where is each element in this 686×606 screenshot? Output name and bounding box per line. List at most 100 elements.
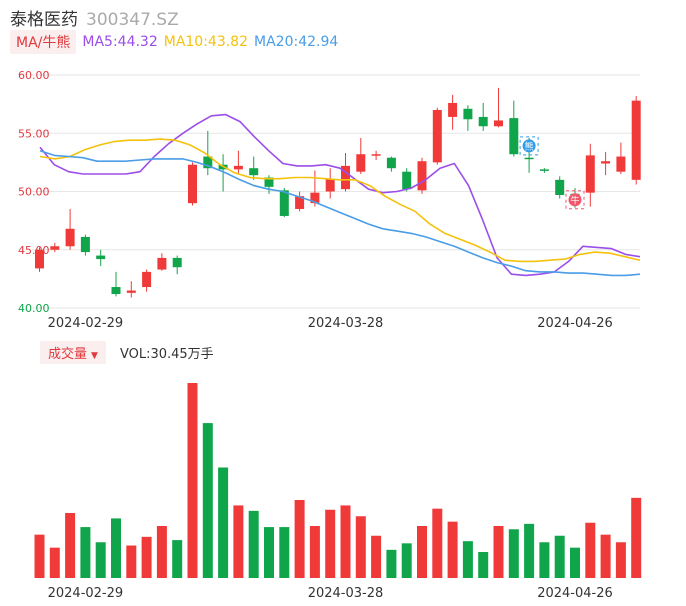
volume-bars [34,383,642,579]
volume-bar[interactable] [355,516,366,578]
marker-dot [568,193,582,207]
candle-body[interactable] [463,108,473,120]
volume-bar[interactable] [111,518,121,578]
candle-body[interactable] [494,120,503,127]
candle-body[interactable] [325,178,335,192]
candle-body[interactable] [432,109,442,163]
marker-label[interactable]: 牛 [570,194,579,206]
volume-bar[interactable] [141,536,152,578]
candle-body[interactable] [585,155,595,193]
candle-body[interactable] [341,165,350,190]
price-axis: 60.00 55.00 50.00 45.00 40.00 [18,69,50,315]
candle-body[interactable] [111,287,121,295]
volume-bar[interactable] [478,552,489,578]
volume-bar[interactable] [432,508,443,578]
volume-bar[interactable] [554,535,565,578]
volume-bar[interactable] [264,527,274,578]
volume-bar[interactable] [126,545,137,579]
candle-body[interactable] [448,102,458,117]
volume-bar[interactable] [524,523,535,578]
candle-body[interactable] [524,157,534,160]
volume-bar[interactable] [325,509,336,578]
volume-bar[interactable] [447,521,458,578]
candle-body[interactable] [142,271,152,288]
volume-date-tick-label: 2024-04-26 [537,586,613,601]
volume-button-label: 成交量 [48,346,88,362]
candle-body[interactable] [478,116,488,127]
candle-body[interactable] [50,246,60,250]
candle-body[interactable] [96,255,106,260]
price-tick-label: 50.00 [18,186,50,199]
ma-mode-button[interactable]: MA/牛熊 [10,30,77,54]
candle-body[interactable] [126,290,136,293]
marker-label[interactable]: 熊 [525,140,534,152]
volume-date-axis: 2024-02-29 2024-03-28 2024-04-26 [48,586,613,601]
candle-body[interactable] [249,168,259,176]
volume-bar[interactable] [386,549,397,578]
volume-bar[interactable] [65,513,76,578]
volume-bar[interactable] [218,467,229,579]
volume-bar[interactable] [309,526,320,578]
candle-body[interactable] [310,192,320,204]
date-tick-label: 2024-04-26 [537,316,613,331]
volume-bar[interactable] [294,500,305,578]
candle-body[interactable] [203,156,213,169]
volume-bar[interactable] [279,527,290,578]
candle-body[interactable] [157,257,167,270]
volume-value: VOL:30.45万手 [119,346,214,362]
volume-bar[interactable] [539,542,550,578]
candle-body[interactable] [631,100,641,180]
candle-body[interactable] [509,118,519,155]
volume-bar[interactable] [615,542,626,578]
candle-body[interactable] [264,177,274,187]
candle-body[interactable] [601,161,611,164]
volume-bar[interactable] [631,497,642,578]
volume-bar[interactable] [202,423,213,578]
volume-bar[interactable] [462,541,473,578]
volume-bar[interactable] [156,526,167,578]
candle-body[interactable] [371,154,381,156]
candle-body[interactable] [295,196,305,209]
date-axis: 2024-02-29 2024-03-28 2024-04-26 [48,316,613,331]
candle-body[interactable] [402,171,412,190]
candle-body[interactable] [35,249,44,269]
candle-body[interactable] [386,157,396,169]
candle-body[interactable] [233,165,243,170]
volume-bar[interactable] [570,547,580,578]
stock-code: 300347.SZ [86,10,179,30]
caret-down-icon: ▼ [91,350,98,361]
ma10-line [39,138,641,263]
volume-bar[interactable] [34,534,45,578]
volume-bar[interactable] [80,527,91,578]
candle-body[interactable] [188,164,197,204]
volume-bar[interactable] [233,505,244,578]
volume-bar[interactable] [401,543,412,578]
volume-bar[interactable] [585,522,596,578]
ma-legend: MA/牛熊 MA5:44.32 MA10:43.82 MA20:42.94 [10,30,344,54]
stock-header: 泰格医药 300347.SZ [10,5,179,30]
volume-bar[interactable] [508,529,519,578]
candle-body[interactable] [279,190,289,216]
volume-bar[interactable] [49,547,60,578]
candle-body[interactable] [417,161,427,191]
volume-bar[interactable] [172,540,183,578]
candle-body[interactable] [616,156,626,172]
volume-bar[interactable] [340,505,351,578]
marker-dot [522,139,536,153]
volume-bar[interactable] [600,534,611,578]
volume-bar[interactable] [417,526,427,578]
volume-bar[interactable] [95,542,106,578]
candle-body[interactable] [555,179,565,195]
volume-bar[interactable] [371,535,382,578]
volume-bar[interactable] [248,510,259,578]
candle-body[interactable] [356,154,366,172]
price-tick-label: 55.00 [18,127,50,140]
candle-body[interactable] [172,257,182,268]
candle-body[interactable] [80,236,90,253]
volume-indicator-dropdown[interactable]: 成交量 ▼ [40,340,106,364]
volume-bar[interactable] [187,383,198,578]
candle-body[interactable] [65,228,75,247]
volume-bar[interactable] [493,526,504,578]
candle-body[interactable] [539,169,549,171]
